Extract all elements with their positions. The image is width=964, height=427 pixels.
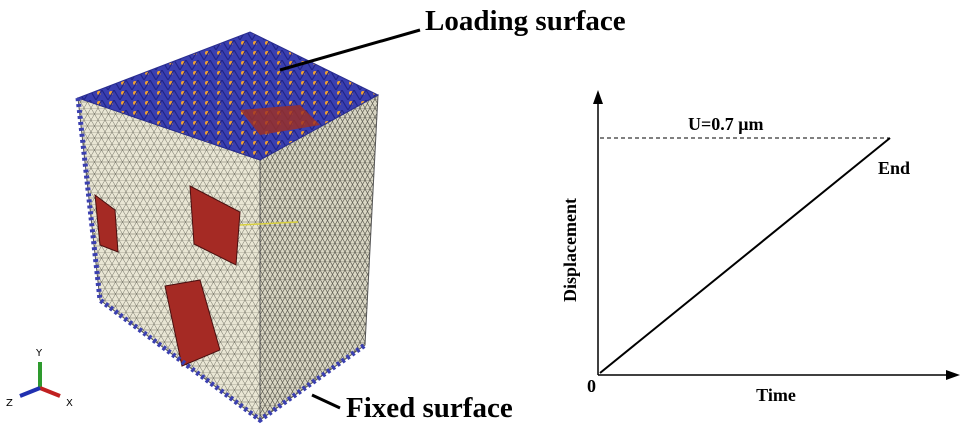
leader (280, 30, 420, 70)
arrow (946, 370, 960, 380)
end-label: End (878, 158, 910, 178)
graph: U=0.7 μm End Displacement Time 0 (560, 90, 960, 405)
loading-label: Loading surface (425, 5, 626, 37)
level-label: U=0.7 μm (688, 114, 763, 134)
cube (78, 32, 378, 420)
z-label: Z (6, 398, 13, 409)
arrow (593, 90, 603, 104)
fixed-label: Fixed surface (346, 392, 513, 424)
y-title: Displacement (560, 198, 580, 302)
x-title: Time (756, 385, 796, 405)
x-axis (40, 388, 60, 396)
x-label: X (66, 398, 73, 409)
leader (312, 395, 340, 408)
z-axis (20, 388, 40, 396)
figure: Loading surface Fixed surface Y X Z U=0.… (0, 0, 964, 427)
origin-label: 0 (587, 376, 596, 396)
triad: Y X Z (6, 348, 73, 409)
y-label: Y (35, 348, 43, 359)
ramp (600, 138, 890, 373)
